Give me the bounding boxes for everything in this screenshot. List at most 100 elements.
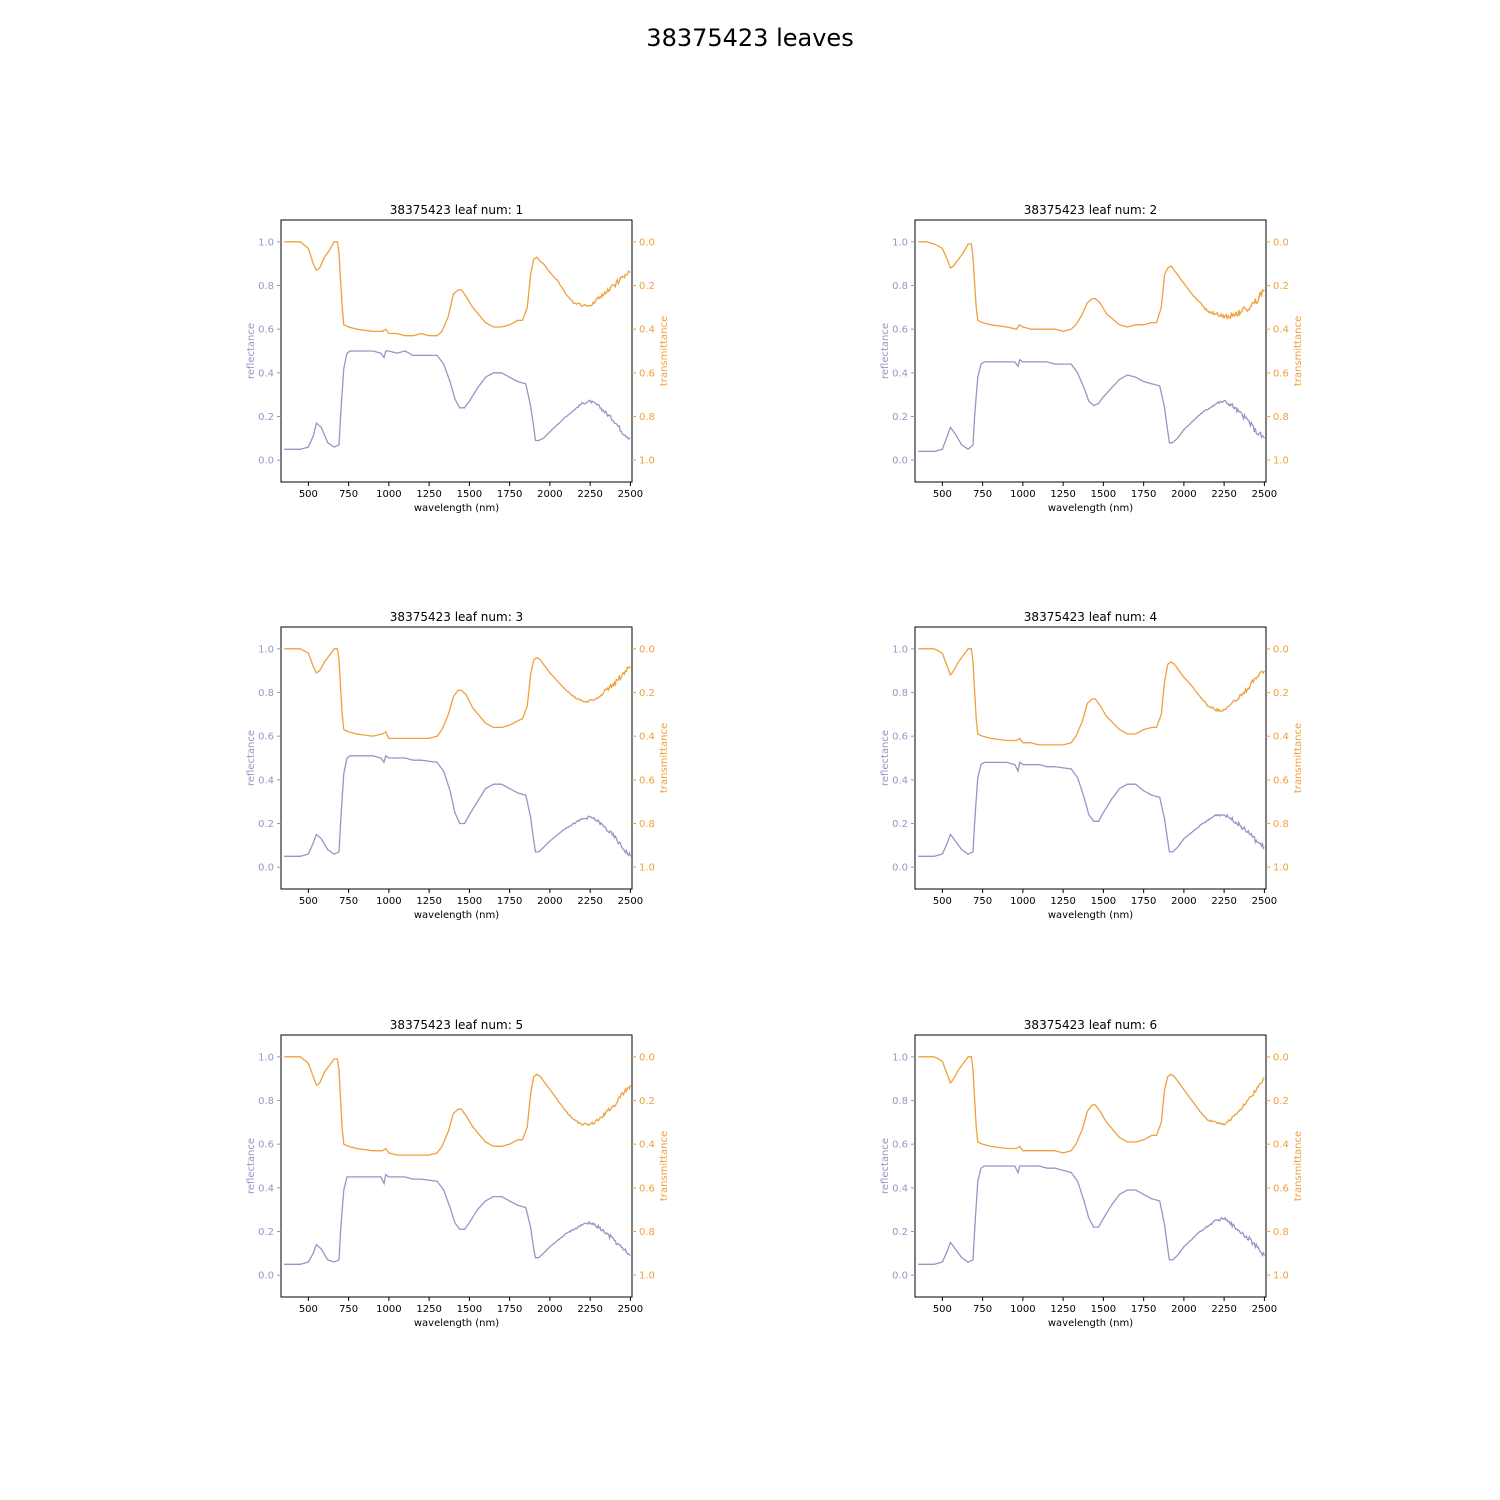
y2-tick-label: 0.2 (1273, 688, 1289, 699)
x-tick-label: 1000 (376, 896, 401, 907)
figure-title: 38375423 leaves (646, 24, 854, 52)
y2-axis-label: transmittance (659, 1131, 670, 1201)
subplot-4: 38375423 leaf num: 4 500 750 1000 1250 1500 17… (880, 610, 1304, 921)
x-tick-label: 1500 (457, 1304, 482, 1315)
y2-tick-label: 0.4 (1273, 732, 1289, 743)
y2-tick-label: 0.2 (1273, 1096, 1289, 1107)
subplot-2: 38375423 leaf num: 2 500 750 1000 1250 1500 17… (880, 203, 1304, 514)
x-axis-label: wavelength (nm) (1048, 910, 1133, 921)
x-tick-label: 1000 (376, 1304, 401, 1315)
y-axis-label: reflectance (246, 323, 257, 379)
x-tick-label: 2500 (1252, 1304, 1277, 1315)
y-tick-label: 0.0 (892, 1271, 908, 1282)
y2-tick-label: 1.0 (1273, 1271, 1289, 1282)
plot-frame (914, 1034, 1267, 1298)
x-tick-label: 2500 (618, 896, 643, 907)
x-tick-label: 2000 (1171, 896, 1196, 907)
x-tick-label: 2250 (1211, 896, 1236, 907)
y-tick-label: 0.6 (892, 732, 908, 743)
y-tick-label: 0.4 (258, 1183, 274, 1194)
x-tick-label: 1000 (376, 489, 401, 500)
x-tick-label: 1750 (497, 896, 522, 907)
y2-tick-label: 0.4 (1273, 325, 1289, 336)
transmittance-line (284, 1056, 632, 1156)
y-tick-label: 1.0 (258, 237, 274, 248)
subplot-6: 38375423 leaf num: 6 500 750 1000 1250 1500 17… (880, 1018, 1304, 1329)
y2-tick-label: 0.6 (1273, 1183, 1289, 1194)
y-axis-label: reflectance (880, 730, 891, 786)
y-tick-label: 0.6 (258, 732, 274, 743)
x-tick-label: 750 (973, 489, 992, 500)
subplot-3: 38375423 leaf num: 3 500 750 1000 1250 1500 17… (246, 610, 670, 921)
y2-tick-label: 1.0 (639, 456, 655, 467)
y-tick-label: 0.4 (258, 775, 274, 786)
x-tick-label: 1750 (497, 1304, 522, 1315)
x-tick-label: 1250 (416, 489, 441, 500)
y-tick-label: 0.6 (258, 325, 274, 336)
subplot-5: 38375423 leaf num: 5 500 750 1000 1250 1500 17… (246, 1018, 670, 1329)
subplot-title: 38375423 leaf num: 2 (1024, 203, 1157, 217)
x-tick-label: 2000 (1171, 1304, 1196, 1315)
transmittance-line (918, 241, 1265, 333)
y2-tick-label: 0.0 (639, 644, 655, 655)
y-tick-label: 0.2 (892, 1227, 908, 1238)
y2-tick-label: 0.6 (1273, 368, 1289, 379)
y-tick-label: 0.4 (892, 1183, 908, 1194)
y2-tick-label: 0.4 (1273, 1140, 1289, 1151)
y-tick-label: 0.0 (258, 1271, 274, 1282)
x-tick-label: 1250 (416, 896, 441, 907)
y2-tick-label: 0.6 (639, 775, 655, 786)
subplot-title: 38375423 leaf num: 6 (1024, 1018, 1157, 1032)
x-axis-label: wavelength (nm) (414, 1318, 499, 1329)
y2-axis-label: transmittance (1293, 316, 1304, 386)
y2-tick-label: 0.4 (639, 325, 655, 336)
y2-tick-label: 0.8 (1273, 819, 1289, 830)
x-tick-label: 2250 (577, 1304, 602, 1315)
x-tick-label: 750 (339, 489, 358, 500)
y2-tick-label: 0.6 (639, 1183, 655, 1194)
x-tick-label: 750 (339, 1304, 358, 1315)
y-tick-label: 0.8 (258, 1096, 274, 1107)
y2-tick-label: 0.0 (639, 237, 655, 248)
plot-frame (280, 626, 633, 890)
y-tick-label: 0.2 (892, 819, 908, 830)
reflectance-line (284, 1173, 631, 1265)
y-tick-label: 0.6 (892, 1140, 908, 1151)
y-tick-label: 0.0 (258, 456, 274, 467)
x-tick-label: 1500 (1091, 489, 1116, 500)
x-tick-label: 1500 (1091, 896, 1116, 907)
x-tick-label: 1750 (1131, 489, 1156, 500)
y-tick-label: 0.4 (258, 368, 274, 379)
x-axis-label: wavelength (nm) (414, 503, 499, 514)
plot-frame (914, 626, 1267, 890)
y-tick-label: 1.0 (892, 237, 908, 248)
y-tick-label: 0.0 (892, 863, 908, 874)
x-tick-label: 500 (299, 1304, 318, 1315)
transmittance-line (284, 241, 631, 337)
y-tick-label: 0.0 (258, 863, 274, 874)
x-tick-label: 1750 (1131, 896, 1156, 907)
x-tick-label: 500 (933, 896, 952, 907)
x-tick-label: 1000 (1010, 1304, 1035, 1315)
y-tick-label: 0.8 (258, 688, 274, 699)
x-axis-label: wavelength (nm) (414, 910, 499, 921)
subplot-1: 38375423 leaf num: 1 500 750 1000 1250 1500 17… (246, 203, 670, 514)
y2-tick-label: 1.0 (639, 1271, 655, 1282)
y2-tick-label: 0.0 (1273, 237, 1289, 248)
x-tick-label: 500 (299, 489, 318, 500)
x-tick-label: 2250 (1211, 489, 1236, 500)
x-tick-label: 2250 (577, 489, 602, 500)
y-tick-label: 0.6 (892, 325, 908, 336)
y2-axis-label: transmittance (1293, 1131, 1304, 1201)
y2-axis-label: transmittance (659, 723, 670, 793)
y-axis-label: reflectance (246, 730, 257, 786)
transmittance-line (918, 648, 1265, 746)
y-tick-label: 0.6 (258, 1140, 274, 1151)
x-tick-label: 2250 (1211, 1304, 1236, 1315)
y-axis-label: reflectance (880, 1138, 891, 1194)
y2-tick-label: 0.6 (639, 368, 655, 379)
y-axis-label: reflectance (880, 323, 891, 379)
x-tick-label: 500 (299, 896, 318, 907)
subplot-title: 38375423 leaf num: 5 (390, 1018, 523, 1032)
